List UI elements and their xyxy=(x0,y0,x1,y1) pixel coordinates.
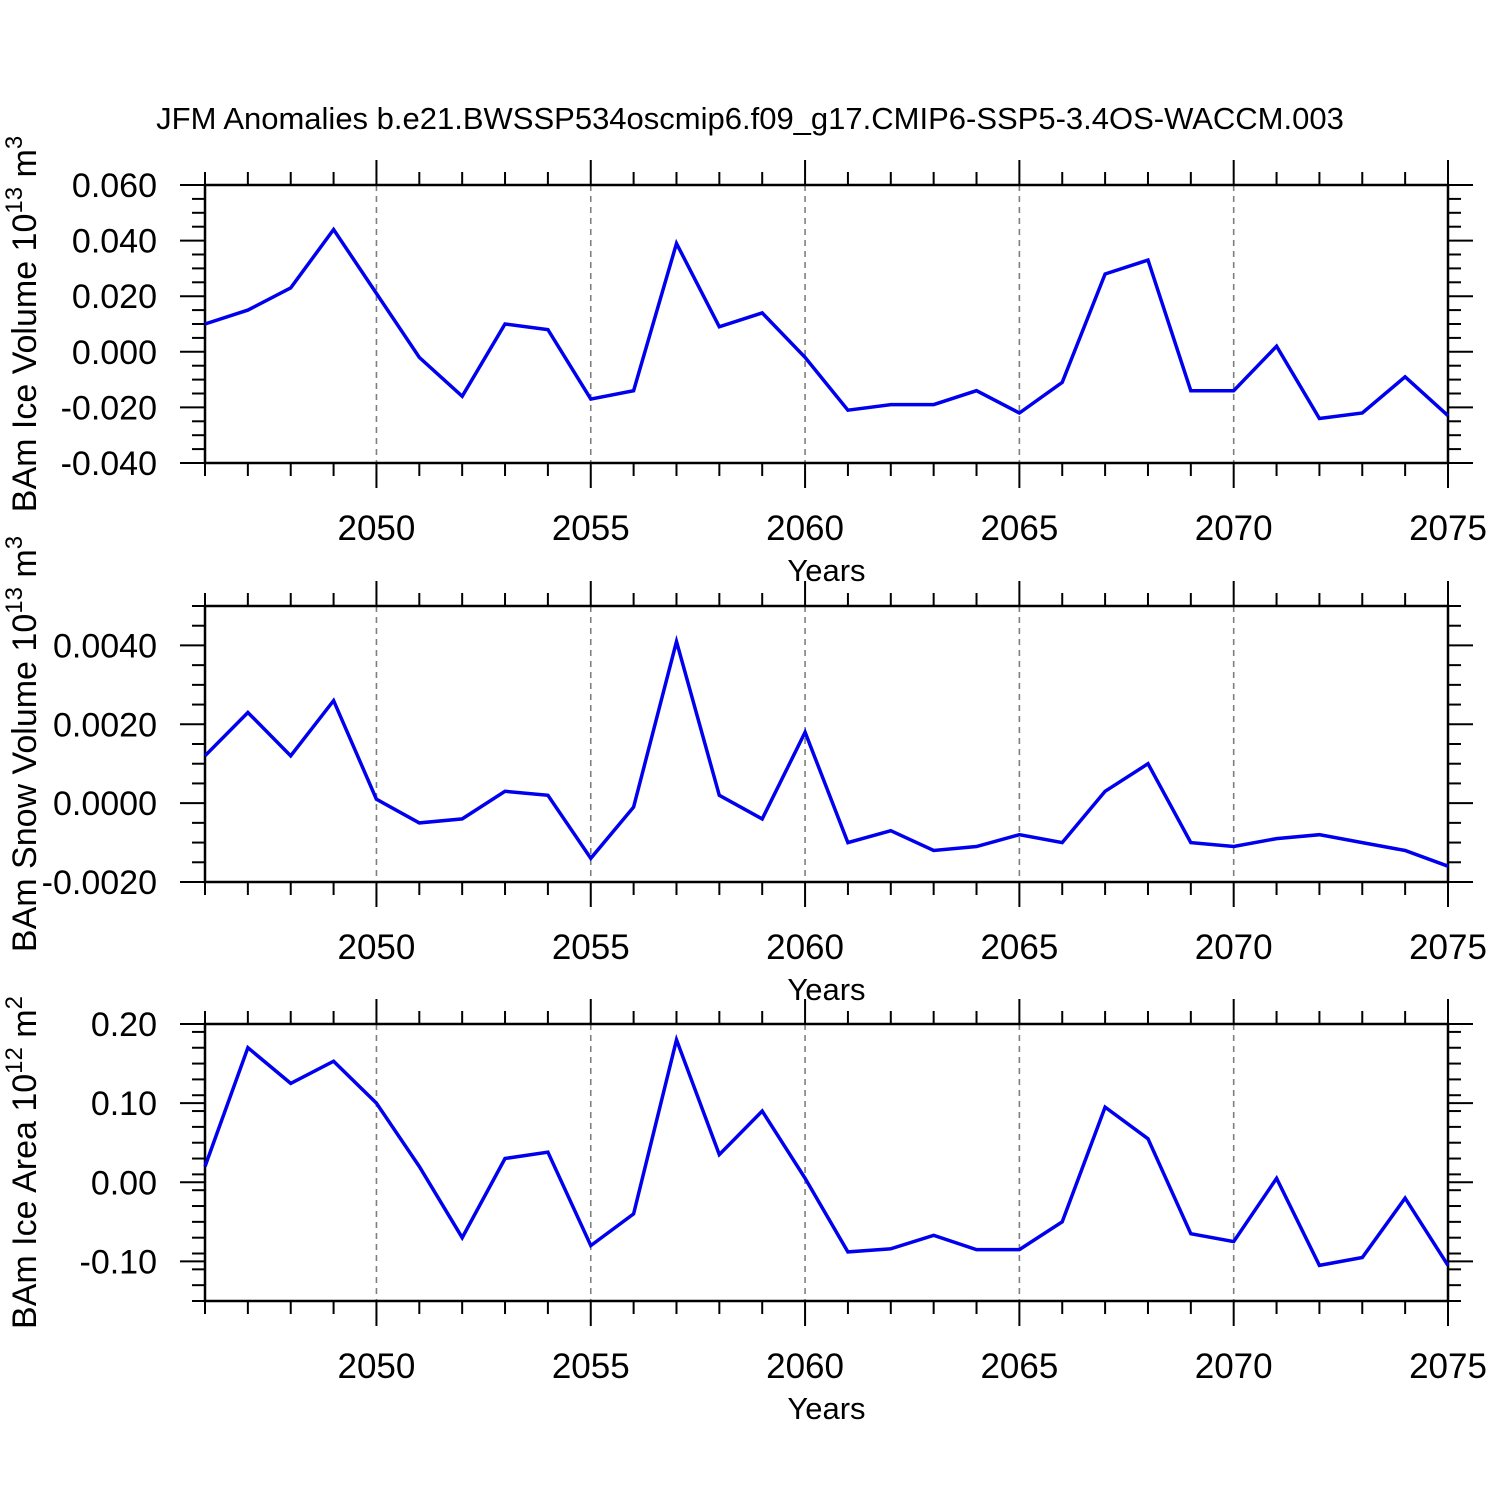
ytick-label: 0.000 xyxy=(72,334,157,372)
xtick-label: 2070 xyxy=(1195,928,1273,967)
ytick-label: -0.040 xyxy=(61,445,157,483)
ytick-label: 0.040 xyxy=(72,223,157,261)
snow-volume-series-line xyxy=(203,634,1449,868)
ytick-label: 0.20 xyxy=(91,1006,157,1044)
xtick-label: 2070 xyxy=(1195,509,1273,548)
ytick-label: 0.10 xyxy=(91,1085,157,1123)
xtick-label: 2065 xyxy=(980,509,1058,548)
ytick-label: -0.0020 xyxy=(42,864,157,902)
x-axis-title: Years xyxy=(787,553,865,588)
plot-frame xyxy=(203,183,1450,465)
chart-title: JFM Anomalies b.e21.BWSSP534oscmip6.f09_… xyxy=(156,101,1344,136)
panel-snow-volume: 0.0040 0.0020 0.0000 -0.0020 2050 2055 2060 206… xyxy=(1,536,1487,1007)
xtick-label: 2050 xyxy=(338,928,416,967)
xtick-label: 2065 xyxy=(980,928,1058,967)
xtick-label: 2070 xyxy=(1195,1347,1273,1386)
ice-area-series-line xyxy=(203,1033,1450,1268)
xtick-label: 2050 xyxy=(338,1347,416,1386)
ytick-label: 0.060 xyxy=(72,167,157,205)
y-axis-title: BAm Ice Area 1012 m2 xyxy=(1,996,44,1329)
xtick-label: 2075 xyxy=(1409,509,1487,548)
xtick-label: 2065 xyxy=(980,1347,1058,1386)
xtick-label: 2075 xyxy=(1409,1347,1487,1386)
xtick-label: 2055 xyxy=(552,509,630,548)
ytick-label: 0.0000 xyxy=(53,785,157,823)
ytick-label: -0.10 xyxy=(80,1243,158,1281)
y-axis-title: BAm Snow Volume 1013 m3 xyxy=(1,536,44,952)
xtick-label: 2055 xyxy=(552,928,630,967)
panel-ice-volume: 0.060 0.040 0.020 0.000 -0.020 -0.040 2050 2055… xyxy=(1,136,1487,588)
xtick-label: 2075 xyxy=(1409,928,1487,967)
x-axis-title: Years xyxy=(787,972,865,1007)
ytick-label: -0.020 xyxy=(61,389,157,427)
plot-frame xyxy=(203,604,1450,884)
xtick-label: 2060 xyxy=(766,509,844,548)
ice-volume-series-line xyxy=(204,226,1450,421)
xtick-label: 2060 xyxy=(766,928,844,967)
xtick-label: 2050 xyxy=(338,509,416,548)
ytick-label: 0.0020 xyxy=(53,706,157,744)
panel-ice-area: 0.20 0.10 0.00 -0.10 2050 2055 2060 2065 2070 207… xyxy=(1,996,1487,1426)
plot-frame xyxy=(203,1022,1450,1303)
x-axis-title: Years xyxy=(787,1391,865,1426)
xtick-label: 2060 xyxy=(766,1347,844,1386)
y-axis-title: BAm Ice Volume 1013 m3 xyxy=(1,136,44,512)
ytick-label: 0.0040 xyxy=(53,627,157,665)
xtick-label: 2055 xyxy=(552,1347,630,1386)
ytick-label: 0.020 xyxy=(72,278,157,316)
ytick-label: 0.00 xyxy=(91,1164,157,1202)
